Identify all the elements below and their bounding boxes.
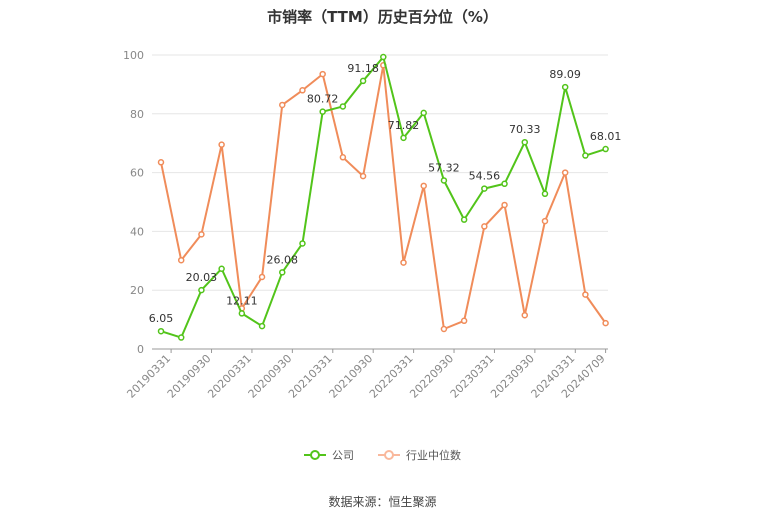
point-industry-median — [279, 101, 286, 109]
legend-industry-label: 行业中位数 — [406, 449, 461, 462]
point-industry-median — [541, 217, 549, 225]
legend-item-industry-median[interactable]: 行业中位数 — [378, 447, 461, 463]
point-industry-median — [400, 259, 407, 266]
point-industry-median — [319, 70, 326, 78]
series-line-industry-median — [160, 64, 607, 331]
y-tick-label: 60 — [130, 167, 144, 180]
point-company — [380, 53, 387, 61]
point-company — [319, 108, 326, 115]
legend-industry-marker-icon — [378, 450, 400, 460]
data-label: 80.72 — [307, 93, 339, 106]
point-industry-median — [420, 182, 427, 190]
data-label: 26.08 — [267, 253, 299, 266]
point-industry-median — [521, 311, 529, 319]
point-company — [400, 134, 407, 142]
point-company — [339, 103, 347, 110]
axes: 0204060801002019033120190930202003312020… — [123, 49, 608, 401]
point-industry-median — [359, 172, 367, 180]
point-industry-median — [157, 159, 165, 166]
data-labels: 6.05 20.03 12.11 26.08 80.72 91.18 71.82 57.32 5… — [149, 62, 622, 325]
data-label: 6.05 — [149, 312, 174, 325]
series — [157, 53, 609, 341]
legend-company-label: 公司 — [332, 449, 354, 462]
point-company — [501, 180, 508, 188]
point-company — [481, 185, 488, 192]
point-company — [582, 152, 589, 159]
point-company — [258, 322, 266, 330]
point-company — [238, 310, 246, 317]
point-industry-median — [481, 223, 488, 230]
point-industry-median — [440, 325, 448, 333]
legend: 公司 行业中位数 — [0, 447, 765, 463]
point-industry-median — [218, 141, 225, 148]
point-company — [218, 265, 225, 272]
data-label: 57.32 — [428, 161, 460, 174]
point-industry-median — [582, 291, 589, 298]
point-industry-median — [501, 201, 508, 209]
data-source: 数据来源：恒生聚源 — [328, 495, 437, 509]
data-label: 70.33 — [509, 123, 541, 136]
point-company — [198, 286, 205, 294]
point-industry-median — [299, 87, 306, 94]
legend-company-marker-icon — [304, 450, 326, 460]
y-tick-label: 40 — [130, 225, 144, 238]
y-tick-label: 0 — [137, 343, 144, 356]
point-industry-median — [460, 317, 468, 325]
point-company — [440, 177, 448, 184]
data-label: 20.03 — [186, 271, 218, 284]
point-company — [177, 334, 185, 341]
data-label: 71.82 — [388, 119, 420, 132]
point-industry-median — [339, 154, 347, 161]
data-label: 54.56 — [469, 170, 501, 183]
y-tick-label: 80 — [130, 108, 144, 121]
point-company — [521, 138, 529, 146]
point-industry-median — [198, 231, 205, 238]
point-company — [420, 109, 427, 117]
legend-item-company[interactable]: 公司 — [304, 447, 354, 463]
data-label: 68.01 — [590, 130, 622, 143]
point-company — [359, 77, 367, 85]
point-industry-median — [258, 273, 266, 281]
chart-title: 市销率（TTM）历史百分位（%） — [267, 8, 498, 26]
point-company — [561, 83, 569, 91]
point-industry-median — [602, 319, 609, 327]
point-company — [541, 190, 549, 198]
y-tick-label: 100 — [123, 49, 144, 62]
point-company — [460, 216, 468, 223]
point-company — [602, 145, 609, 153]
point-company — [279, 269, 286, 276]
point-industry-median — [561, 169, 569, 176]
data-label: 12.11 — [226, 294, 258, 307]
grid-lines — [152, 54, 608, 350]
point-company — [157, 327, 165, 335]
data-label: 89.09 — [549, 68, 581, 81]
data-label: 91.18 — [347, 62, 379, 75]
point-industry-median — [177, 256, 185, 264]
y-tick-label: 20 — [130, 284, 144, 297]
point-company — [299, 240, 306, 247]
